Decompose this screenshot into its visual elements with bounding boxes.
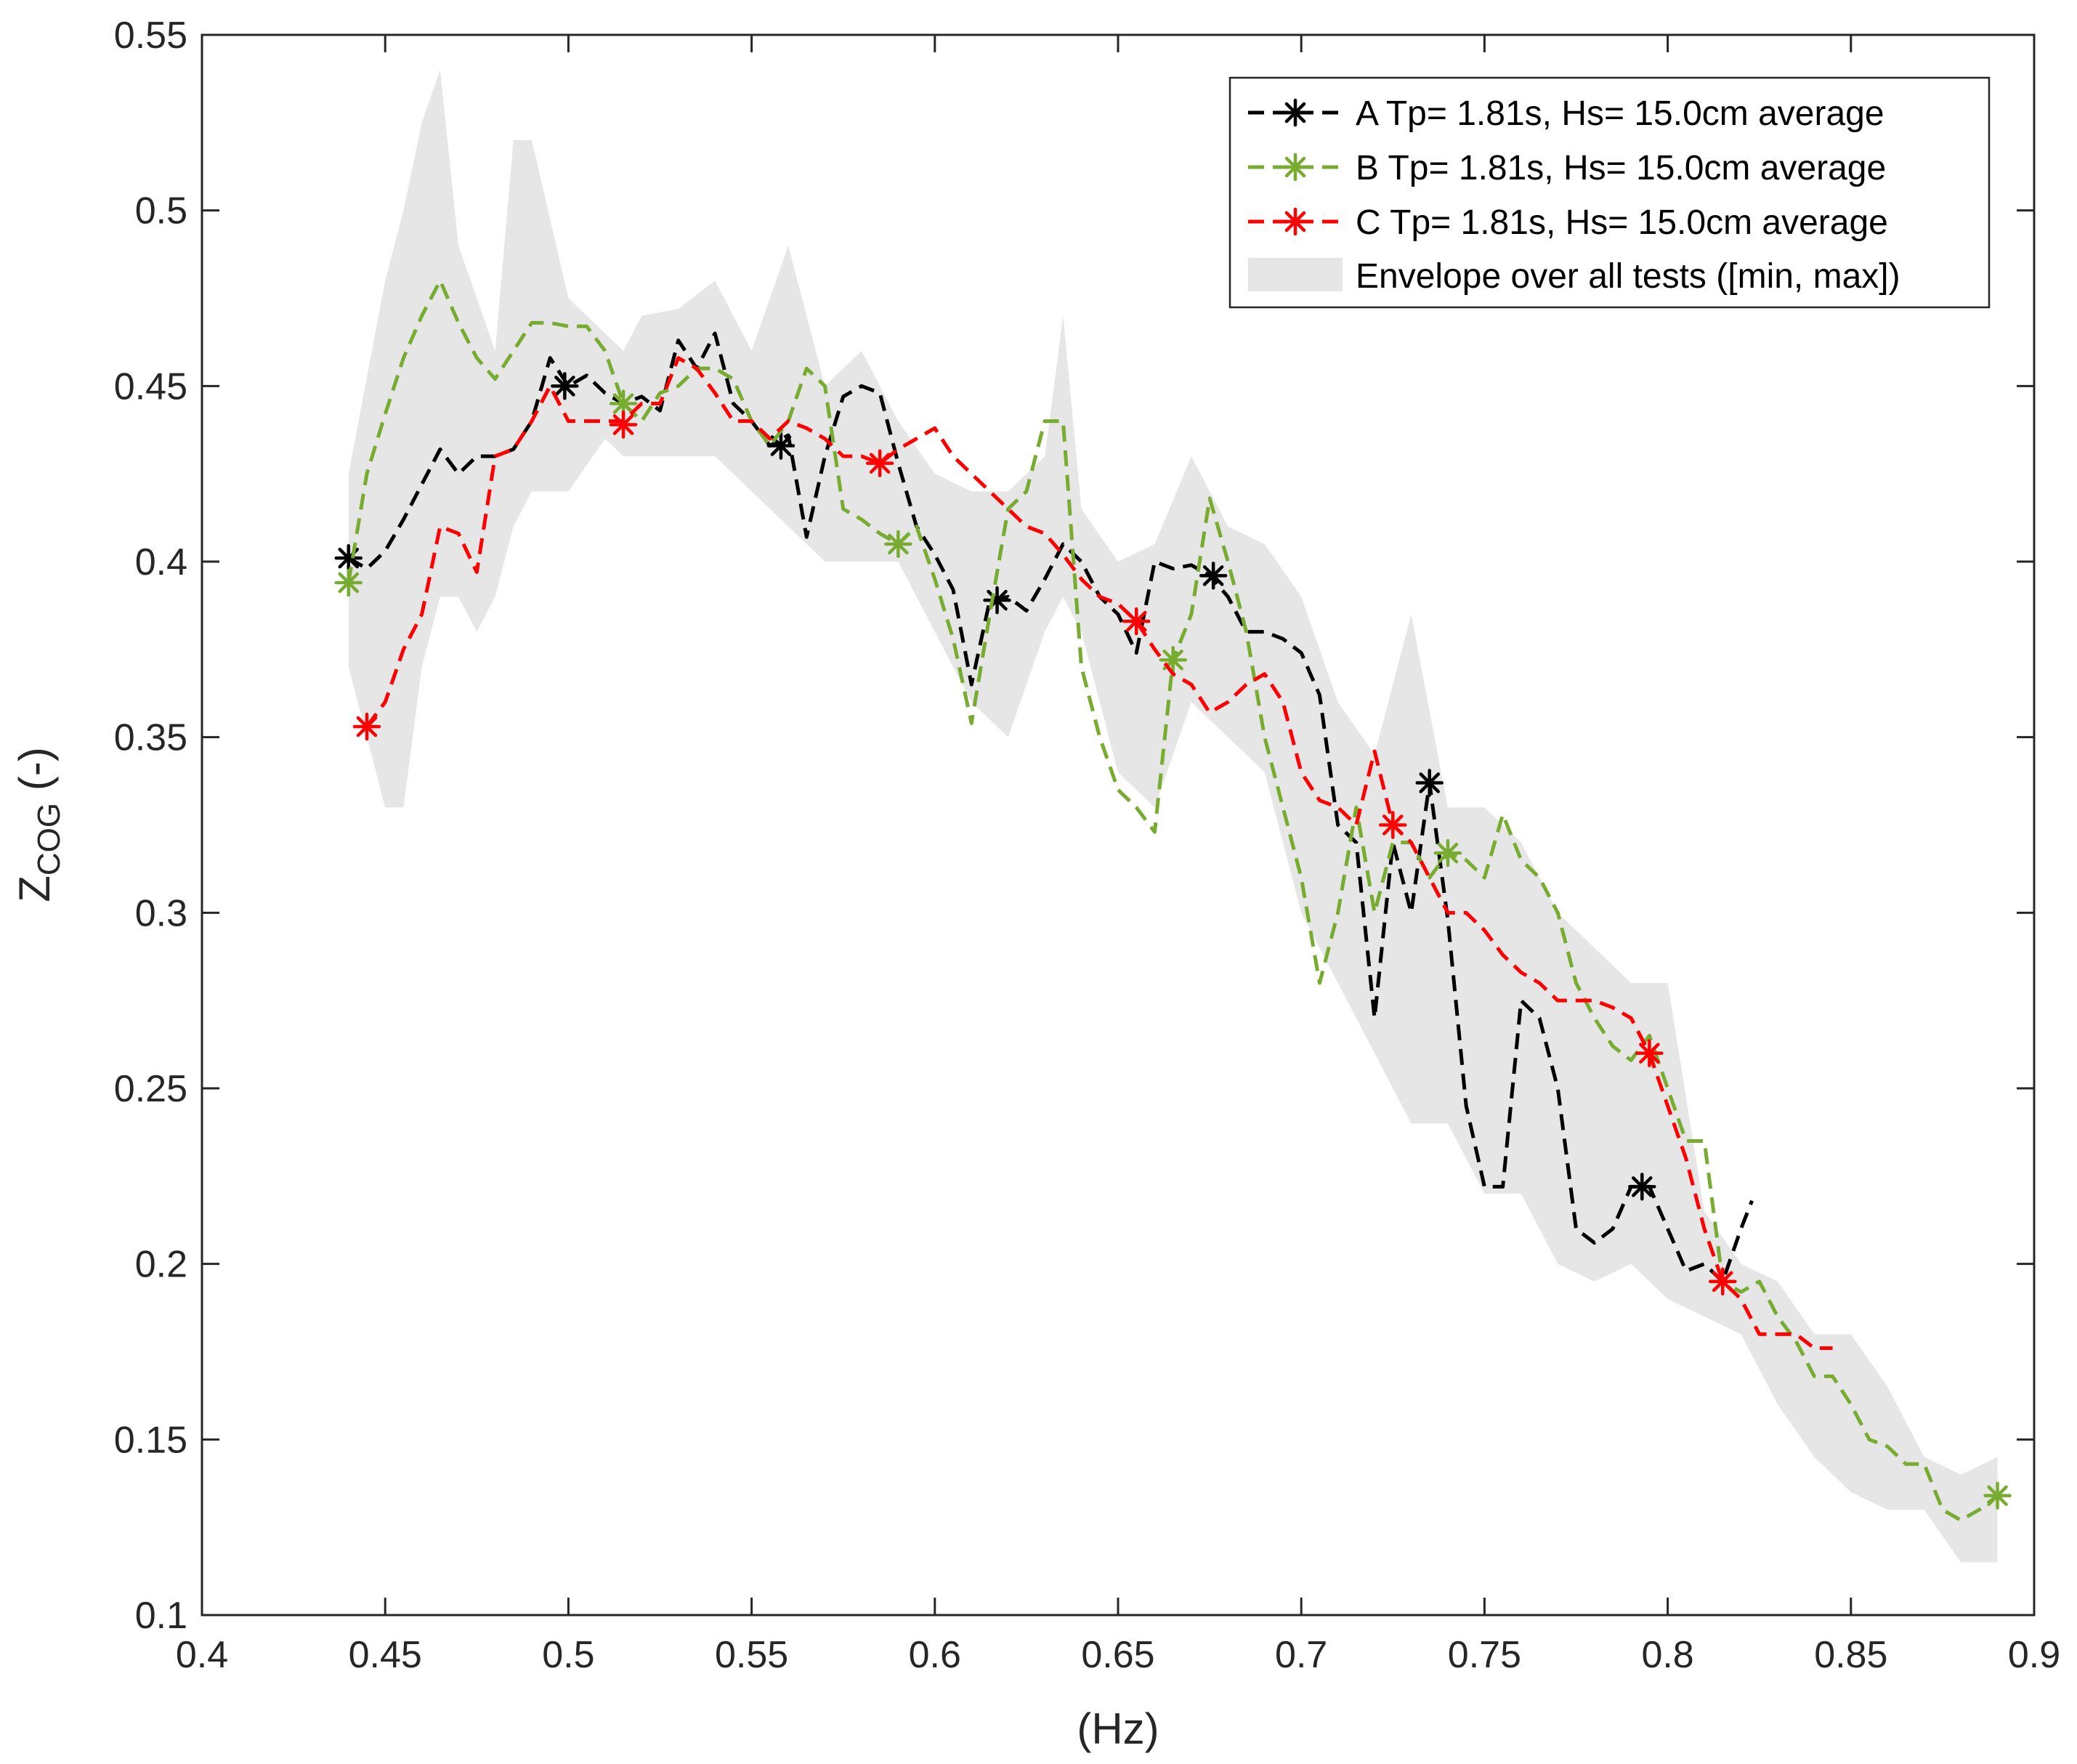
series-marker-c [1709,1267,1737,1296]
x-axis-label: (Hz) [1077,1704,1159,1753]
x-tick-label: 0.6 [909,1634,961,1676]
y-tick-label: 0.5 [135,190,187,232]
series-marker-a [1199,562,1228,590]
y-tick-label: 0.1 [135,1595,187,1637]
series-marker-c [352,712,381,741]
x-tick-label: 0.7 [1275,1634,1327,1676]
series-marker-c [1379,811,1407,839]
series-marker-a [1628,1173,1656,1201]
series-marker-b [1159,646,1187,674]
y-tick-label: 0.2 [135,1244,187,1286]
y-tick-label: 0.45 [114,365,187,408]
y-tick-label: 0.55 [114,15,187,57]
y-axis-label-main: Z [10,875,59,902]
legend-box [1228,76,1991,309]
series-marker-c [865,449,894,477]
y-tick-label: 0.3 [135,892,187,934]
legend-entry-a: A Tp= 1.81s, Hs= 15.0cm average [1248,94,1884,133]
series-marker-b [884,530,912,559]
x-tick-label: 0.9 [2008,1634,2060,1676]
y-tick-label: 0.4 [135,541,187,583]
series-line-c [365,356,1833,1351]
envelope-band [348,70,1998,1563]
legend-marker-b [1281,153,1310,182]
series-marker-c [609,410,638,439]
x-tick-label: 0.4 [176,1634,228,1676]
envelope-layer [348,70,1998,1563]
series-marker-b [334,568,363,597]
x-tick-label: 0.75 [1448,1634,1521,1676]
legend-swatch-envelope [1248,258,1343,291]
legend-marker-glyph-a [1281,98,1310,127]
x-tick-label: 0.45 [349,1634,422,1676]
series-marker-a [551,372,579,400]
y-axis-label: ZCOG (-) [10,747,67,902]
series-marker-a [1415,769,1444,797]
legend-label-envelope: Envelope over all tests ([min, max]) [1356,257,1900,296]
legend-marker-glyph-b [1281,153,1310,182]
legend-entry-b: B Tp= 1.81s, Hs= 15.0cm average [1248,149,1886,187]
x-tick-label: 0.65 [1081,1634,1154,1676]
y-axis-ticks: 0.1 0.15 0.2 0.25 0.3 0.35 0.4 0.45 0.5 0.55 [114,15,2034,1637]
series-marker-a [766,432,795,460]
legend-entry-c: C Tp= 1.81s, Hs= 15.0cm average [1248,203,1888,242]
x-tick-label: 0.5 [542,1634,594,1676]
legend-label-a: A Tp= 1.81s, Hs= 15.0cm average [1356,94,1884,133]
series-line-a [347,331,1754,1284]
legend-label-b: B Tp= 1.81s, Hs= 15.0cm average [1356,149,1886,187]
legend-marker-c [1281,207,1310,236]
y-axis-label-suffix: (-) [10,747,59,803]
y-tick-label: 0.15 [114,1419,187,1461]
series-c [352,356,1833,1351]
x-tick-label: 0.55 [715,1634,788,1676]
x-tick-label: 0.8 [1641,1634,1693,1676]
x-axis-ticks: 0.4 0.45 0.5 0.55 0.6 0.65 0.7 0.75 0.8 0.85 0.9 [176,35,2060,1676]
y-tick-label: 0.25 [114,1068,187,1110]
y-tick-label: 0.35 [114,717,187,759]
series-marker-a [983,586,1011,615]
series-marker-c [1122,607,1151,636]
legend-entry-envelope: Envelope over all tests ([min, max]) [1248,257,1900,296]
series-layer [334,278,2012,1522]
legend-marker-glyph-c [1281,207,1310,236]
series-marker-c [1635,1039,1664,1067]
series-marker-b [1983,1481,2012,1510]
legend-marker-a [1281,98,1310,127]
series-marker-b [1433,838,1462,867]
legend-label-c: C Tp= 1.81s, Hs= 15.0cm average [1356,203,1888,242]
legend: A Tp= 1.81s, Hs= 15.0cm average B Tp= 1.… [1228,76,1991,309]
series-marker-a [334,543,363,573]
y-axis-label-sub: COG [31,803,67,875]
x-tick-label: 0.85 [1814,1634,1887,1676]
